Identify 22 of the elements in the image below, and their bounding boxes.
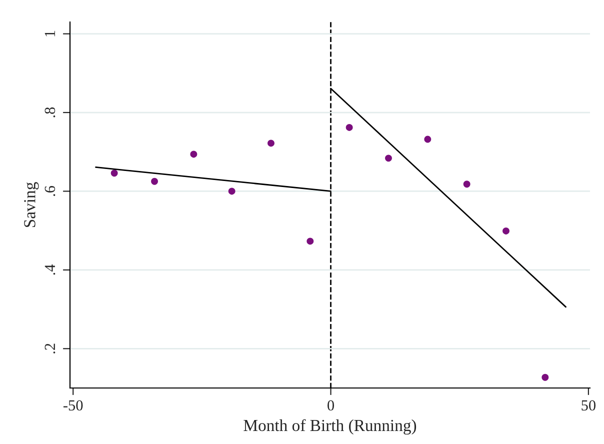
point [228,188,236,195]
y-axis-title: Saving [24,182,39,228]
y-tick-label: .8 [44,107,56,118]
point [463,180,470,188]
point [542,374,549,381]
y-tick-label: .6 [44,186,56,196]
y-tick-label: 1 [44,30,55,36]
point [268,140,274,147]
point [346,124,353,131]
x-tick-label: 0 [328,400,334,411]
point [385,154,392,162]
point [306,238,314,245]
x-tick-label: 50 [582,400,596,411]
y-tick-label: .4 [44,264,56,275]
x-tick-label: -50 [63,400,83,411]
x-axis-title: Month of Birth (Running) [244,419,416,435]
y-tick-label: .2 [44,344,56,354]
point [110,170,118,177]
point [502,228,510,234]
point [424,136,432,143]
point [151,178,158,185]
point [190,150,198,158]
